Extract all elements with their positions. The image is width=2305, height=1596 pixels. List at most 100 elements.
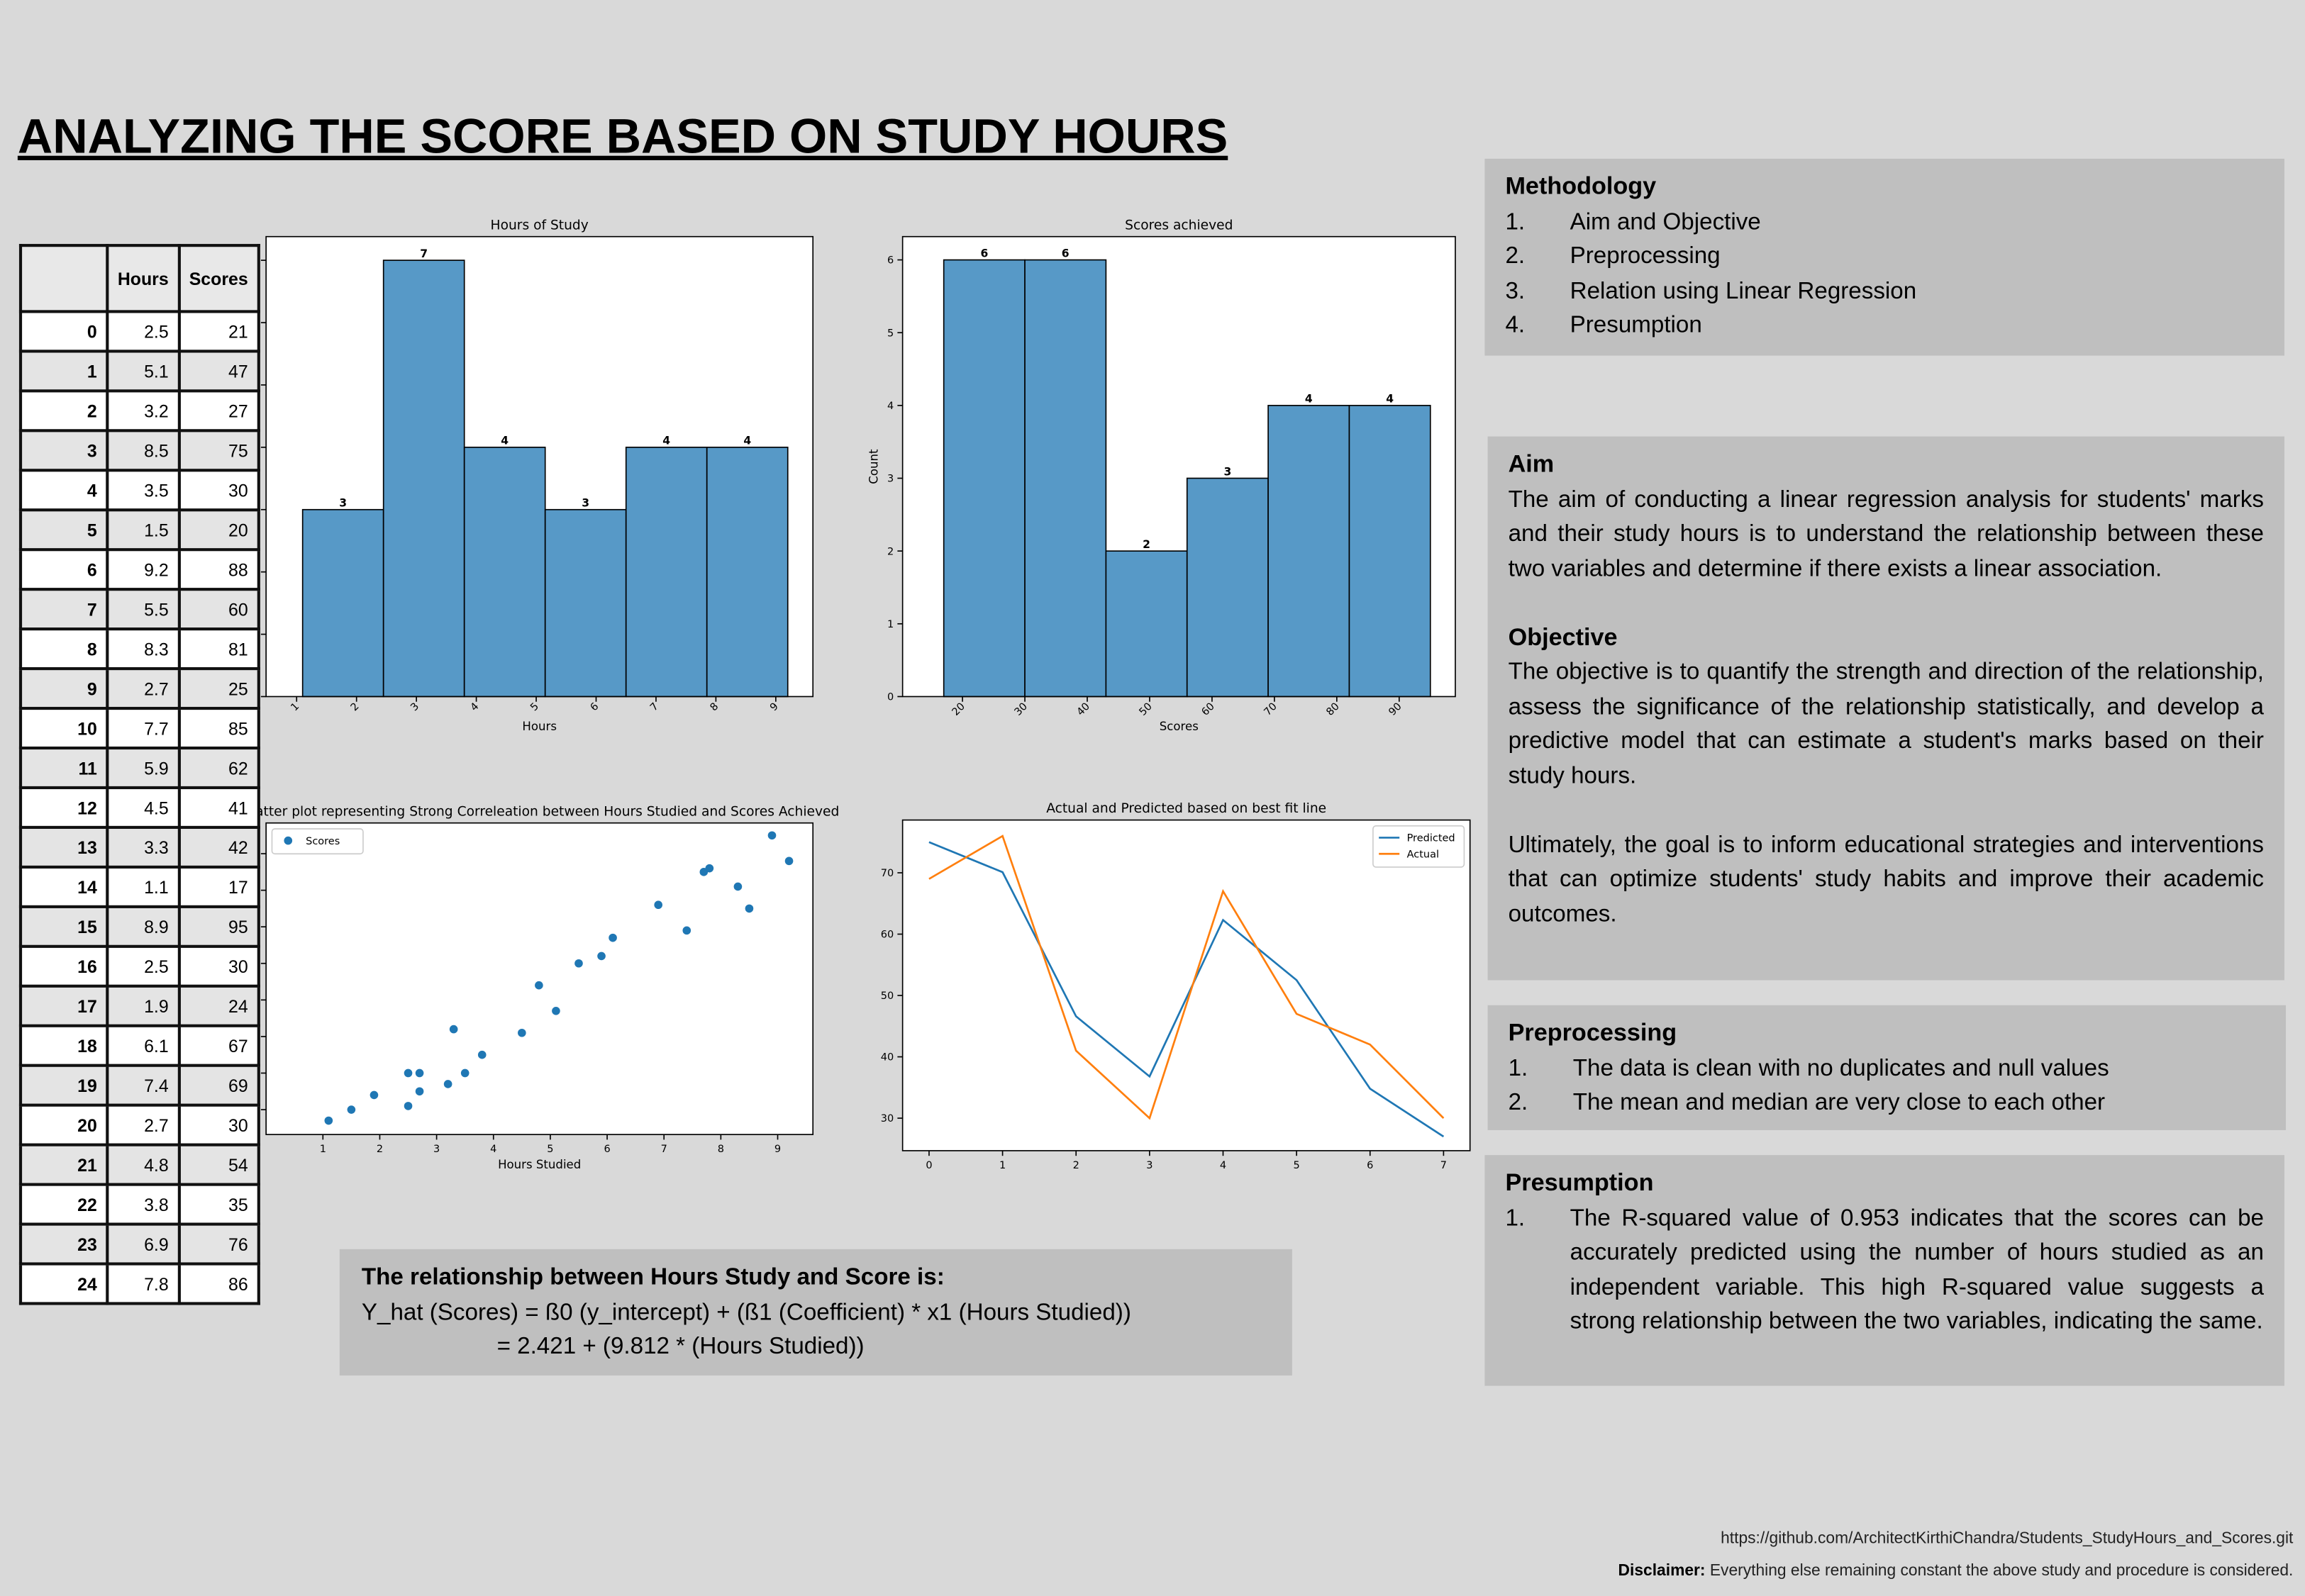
list-item: 2. Preprocessing [1505,240,2264,274]
bar-label: 3 [339,497,347,510]
table-cell: 35 [177,1183,260,1226]
x-tick-label: 3 [1146,1160,1152,1171]
plot-area [266,822,813,1135]
column-header: Hours [106,244,181,313]
x-tick-label: 9 [768,701,781,713]
table-row: 17 1.9 24 [18,984,260,1027]
header-blank [18,244,109,313]
scatter-point [347,1105,356,1114]
row-index: 15 [18,905,109,948]
table-cell: 5.1 [106,350,181,393]
list-item: 1. The R-squared value of 0.953 indicates… [1505,1201,2264,1339]
table-row: 21 4.8 54 [18,1143,260,1186]
table-cell: 81 [177,627,260,671]
row-index: 4 [18,469,109,512]
row-index: 22 [18,1183,109,1226]
scatter-point [370,1090,379,1100]
table-row: 6 9.2 88 [18,548,260,591]
scatter-point [609,933,617,942]
plot-frame [265,235,814,698]
y-tick-label: 60 [881,930,894,941]
scatter-point [449,1025,458,1034]
bar-label: 7 [420,247,428,260]
bar-label: 3 [1224,465,1232,478]
y-tick-label: 4 [887,401,894,412]
table-cell: 27 [177,389,260,433]
x-tick-label: 7 [661,1144,667,1155]
legend-box [271,828,364,855]
bar-label: 4 [662,435,670,447]
x-tick-label: 50 [1138,701,1155,718]
scatter-point [574,959,583,968]
scatter-point [460,1068,470,1078]
table-row: 8 8.3 81 [18,627,260,671]
table-row: 5 1.5 20 [18,508,260,552]
list-item: 4. Presumption [1505,308,2264,343]
table-row: 14 1.1 17 [18,865,260,908]
scatter-point [415,1087,424,1096]
item-number: 1. [1505,1205,1526,1231]
legend-label: Actual [1407,849,1439,860]
item-text: Relation using Linear Regression [1570,278,1917,304]
row-index: 1 [18,350,109,393]
x-tick-label: 6 [589,701,601,713]
bar-label: 2 [1143,538,1150,551]
item-text: Preprocessing [1570,244,1721,269]
formula-line: Y_hat (Scores) = ß0 (y_intercept) + (ß1 … [361,1300,1131,1325]
scatter-point [784,856,794,866]
aim-panel: Aim The aim of conducting a linear regres… [1487,436,2284,981]
x-tick-label: 5 [1294,1160,1300,1171]
x-tick-label: 8 [709,701,721,713]
table-cell: 95 [177,905,260,948]
bar [463,447,546,698]
scatter-point [324,1116,333,1125]
table-cell: 5.5 [106,588,181,631]
row-index: 23 [18,1222,109,1266]
chart-title: Hours of Study [491,218,589,233]
table-cell: 9.2 [106,548,181,591]
bar [1186,477,1269,698]
plot-frame [265,822,814,1135]
bar-label: 6 [1062,247,1070,260]
x-tick-label: 30 [1013,701,1030,718]
formula-heading: The relationship between Hours Study and… [361,1265,945,1290]
row-index: 16 [18,944,109,988]
bar-label: 6 [980,247,988,260]
table-cell: 2.7 [106,1103,181,1146]
paragraph: Ultimately, the goal is to inform educat… [1508,832,2264,927]
bar [1105,550,1188,698]
x-tick-label: 9 [774,1144,781,1155]
scatter-point [404,1102,413,1110]
row-index: 13 [18,825,109,869]
x-tick-label: 7 [1440,1160,1447,1171]
list-item: 1. Aim and Objective [1505,205,2264,240]
x-axis-label: Hours Studied [498,1158,581,1171]
footer-url: https://github.com/ArchitectKirthiChandr… [1721,1529,2294,1548]
y-tick-label: 70 [881,868,894,879]
chart-title: Scatter plot representing Strong Correle… [240,804,839,819]
table-row: 15 8.9 95 [18,905,260,948]
item-text: The mean and median are very close to ea… [1572,1090,2106,1116]
table-cell: 88 [177,548,260,591]
table-cell: 1.1 [106,865,181,908]
table-row: 16 2.5 30 [18,944,260,988]
y-tick-label: 0 [887,692,894,703]
table-cell: 2.5 [106,310,181,353]
row-index: 21 [18,1143,109,1186]
bar [706,447,789,698]
y-tick-label: 50 [881,990,894,1002]
table-row: 9 2.7 25 [18,667,260,710]
bar [1267,405,1350,698]
table-cell: 2.7 [106,667,181,710]
disclaimer-text: Everything else remaining constant the a… [1709,1562,2294,1580]
table-cell: 86 [177,1262,260,1305]
x-tick-label: 4 [469,701,482,713]
spacer [1509,586,2264,621]
table-cell: 75 [177,429,260,472]
table-cell: 67 [177,1024,260,1067]
table-cell: 3.2 [106,389,181,433]
scatter-point [535,981,543,990]
table-cell: 17 [177,865,260,908]
row-index: 5 [18,508,109,552]
